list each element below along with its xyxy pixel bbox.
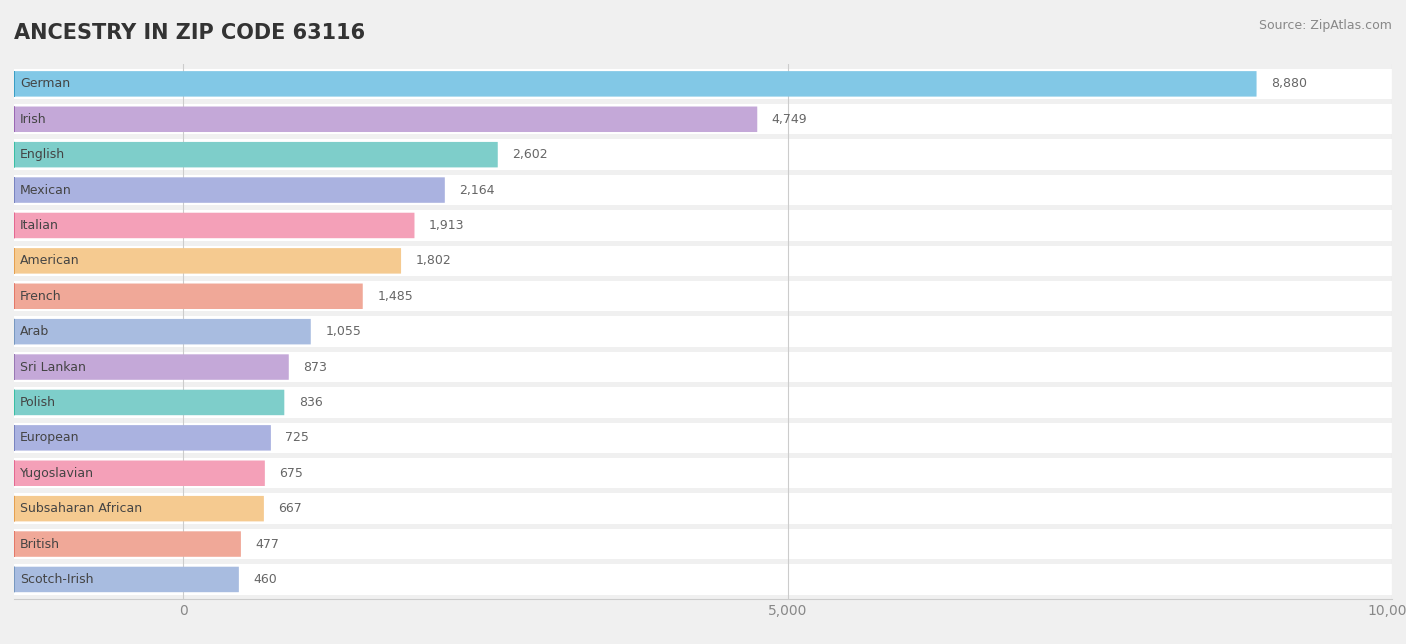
FancyBboxPatch shape [14,352,1392,383]
FancyBboxPatch shape [14,210,1392,241]
Text: Irish: Irish [20,113,46,126]
Text: 1,055: 1,055 [325,325,361,338]
FancyBboxPatch shape [14,529,1392,559]
Text: German: German [20,77,70,90]
Text: 1,913: 1,913 [429,219,464,232]
FancyBboxPatch shape [14,319,311,345]
FancyBboxPatch shape [14,458,1392,489]
FancyBboxPatch shape [14,281,1392,312]
Text: 1,802: 1,802 [416,254,451,267]
FancyBboxPatch shape [14,316,1392,347]
FancyBboxPatch shape [14,567,239,592]
FancyBboxPatch shape [14,283,363,309]
Text: 460: 460 [253,573,277,586]
Text: English: English [20,148,65,161]
FancyBboxPatch shape [14,354,288,380]
FancyBboxPatch shape [14,425,271,451]
Text: British: British [20,538,60,551]
Text: 2,602: 2,602 [512,148,548,161]
Text: 725: 725 [285,431,309,444]
Text: Polish: Polish [20,396,56,409]
Text: Yugoslavian: Yugoslavian [20,467,94,480]
FancyBboxPatch shape [14,460,264,486]
Text: Source: ZipAtlas.com: Source: ZipAtlas.com [1258,19,1392,32]
Text: Sri Lankan: Sri Lankan [20,361,86,374]
Text: 1,485: 1,485 [377,290,413,303]
FancyBboxPatch shape [14,213,415,238]
Text: 4,749: 4,749 [772,113,807,126]
FancyBboxPatch shape [14,245,1392,276]
Text: 873: 873 [304,361,328,374]
FancyBboxPatch shape [14,140,1392,170]
Text: 675: 675 [280,467,304,480]
Text: Subsaharan African: Subsaharan African [20,502,142,515]
Text: European: European [20,431,80,444]
Text: Arab: Arab [20,325,49,338]
Text: 836: 836 [299,396,322,409]
Text: French: French [20,290,62,303]
Text: 477: 477 [256,538,280,551]
Text: 667: 667 [278,502,302,515]
FancyBboxPatch shape [14,564,1392,594]
Text: Italian: Italian [20,219,59,232]
Text: Mexican: Mexican [20,184,72,196]
FancyBboxPatch shape [14,531,240,557]
FancyBboxPatch shape [14,106,758,132]
Text: Scotch-Irish: Scotch-Irish [20,573,94,586]
FancyBboxPatch shape [14,496,264,522]
Text: 8,880: 8,880 [1271,77,1308,90]
FancyBboxPatch shape [14,493,1392,524]
Text: American: American [20,254,80,267]
FancyBboxPatch shape [14,387,1392,418]
FancyBboxPatch shape [14,175,1392,205]
FancyBboxPatch shape [14,69,1392,99]
FancyBboxPatch shape [14,71,1257,97]
Text: 2,164: 2,164 [460,184,495,196]
FancyBboxPatch shape [14,390,284,415]
FancyBboxPatch shape [14,104,1392,135]
FancyBboxPatch shape [14,142,498,167]
FancyBboxPatch shape [14,248,401,274]
FancyBboxPatch shape [14,177,444,203]
Text: ANCESTRY IN ZIP CODE 63116: ANCESTRY IN ZIP CODE 63116 [14,23,366,43]
FancyBboxPatch shape [14,422,1392,453]
